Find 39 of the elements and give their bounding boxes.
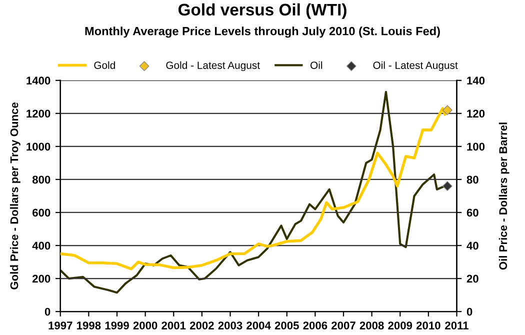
- legend-label: Oil - Latest August: [373, 61, 458, 72]
- y-tick-label: 600: [32, 208, 50, 217]
- x-tick-label: 1999: [105, 322, 129, 330]
- x-tick-label: 1997: [48, 322, 72, 330]
- y2-tick-label: 40: [466, 242, 478, 250]
- y2-tick-label: 100: [467, 142, 485, 151]
- y2-tick-label: 20: [466, 274, 478, 283]
- x-tick-label: 2001: [162, 322, 186, 330]
- y2-tick-label: 60: [466, 208, 478, 217]
- y2-tick-label: 140: [467, 76, 485, 85]
- y2-tick-label: 80: [466, 176, 478, 184]
- x-tick-label: 2009: [388, 322, 412, 330]
- y2-axis-title: Oil Price - Dollars per Barrel: [498, 122, 510, 270]
- y-axis-title: Gold Price - Dollars per Troy Ounce: [10, 102, 20, 290]
- x-tick-label: 2010: [416, 322, 440, 330]
- legend-label: Gold: [94, 61, 115, 69]
- x-tick-label: 2008: [360, 322, 384, 330]
- y-tick-label: 800: [32, 176, 50, 184]
- x-tick-label: 2006: [303, 322, 328, 330]
- x-tick-label: 2005: [274, 322, 299, 330]
- y-tick-label: 200: [32, 274, 50, 283]
- x-tick-label: 2004: [246, 322, 271, 330]
- chart-title: Gold versus Oil (WTI): [178, 3, 346, 19]
- legend-label: Oil: [310, 61, 322, 69]
- chart-subtitle: Monthly Average Price Levels through July 2010 (St. Louis Fed): [85, 26, 440, 38]
- y2-tick-label: 120: [467, 110, 485, 118]
- y-tick-label: 1400: [26, 76, 50, 85]
- y-tick-label: 1000: [26, 142, 50, 151]
- x-tick-label: 2000: [133, 322, 158, 330]
- x-tick-label: 2011: [445, 322, 468, 330]
- x-tick-label: 2007: [332, 322, 356, 330]
- y2-tick-label: 0: [466, 308, 472, 316]
- x-tick-label: 1998: [77, 322, 101, 330]
- y-tick-label: 400: [32, 242, 50, 250]
- y-tick-label: 0: [44, 308, 50, 316]
- x-tick-label: 2003: [218, 322, 242, 330]
- y-tick-label: 1200: [26, 110, 50, 118]
- x-tick-label: 2002: [190, 322, 214, 330]
- legend-label: Gold - Latest August: [166, 61, 260, 72]
